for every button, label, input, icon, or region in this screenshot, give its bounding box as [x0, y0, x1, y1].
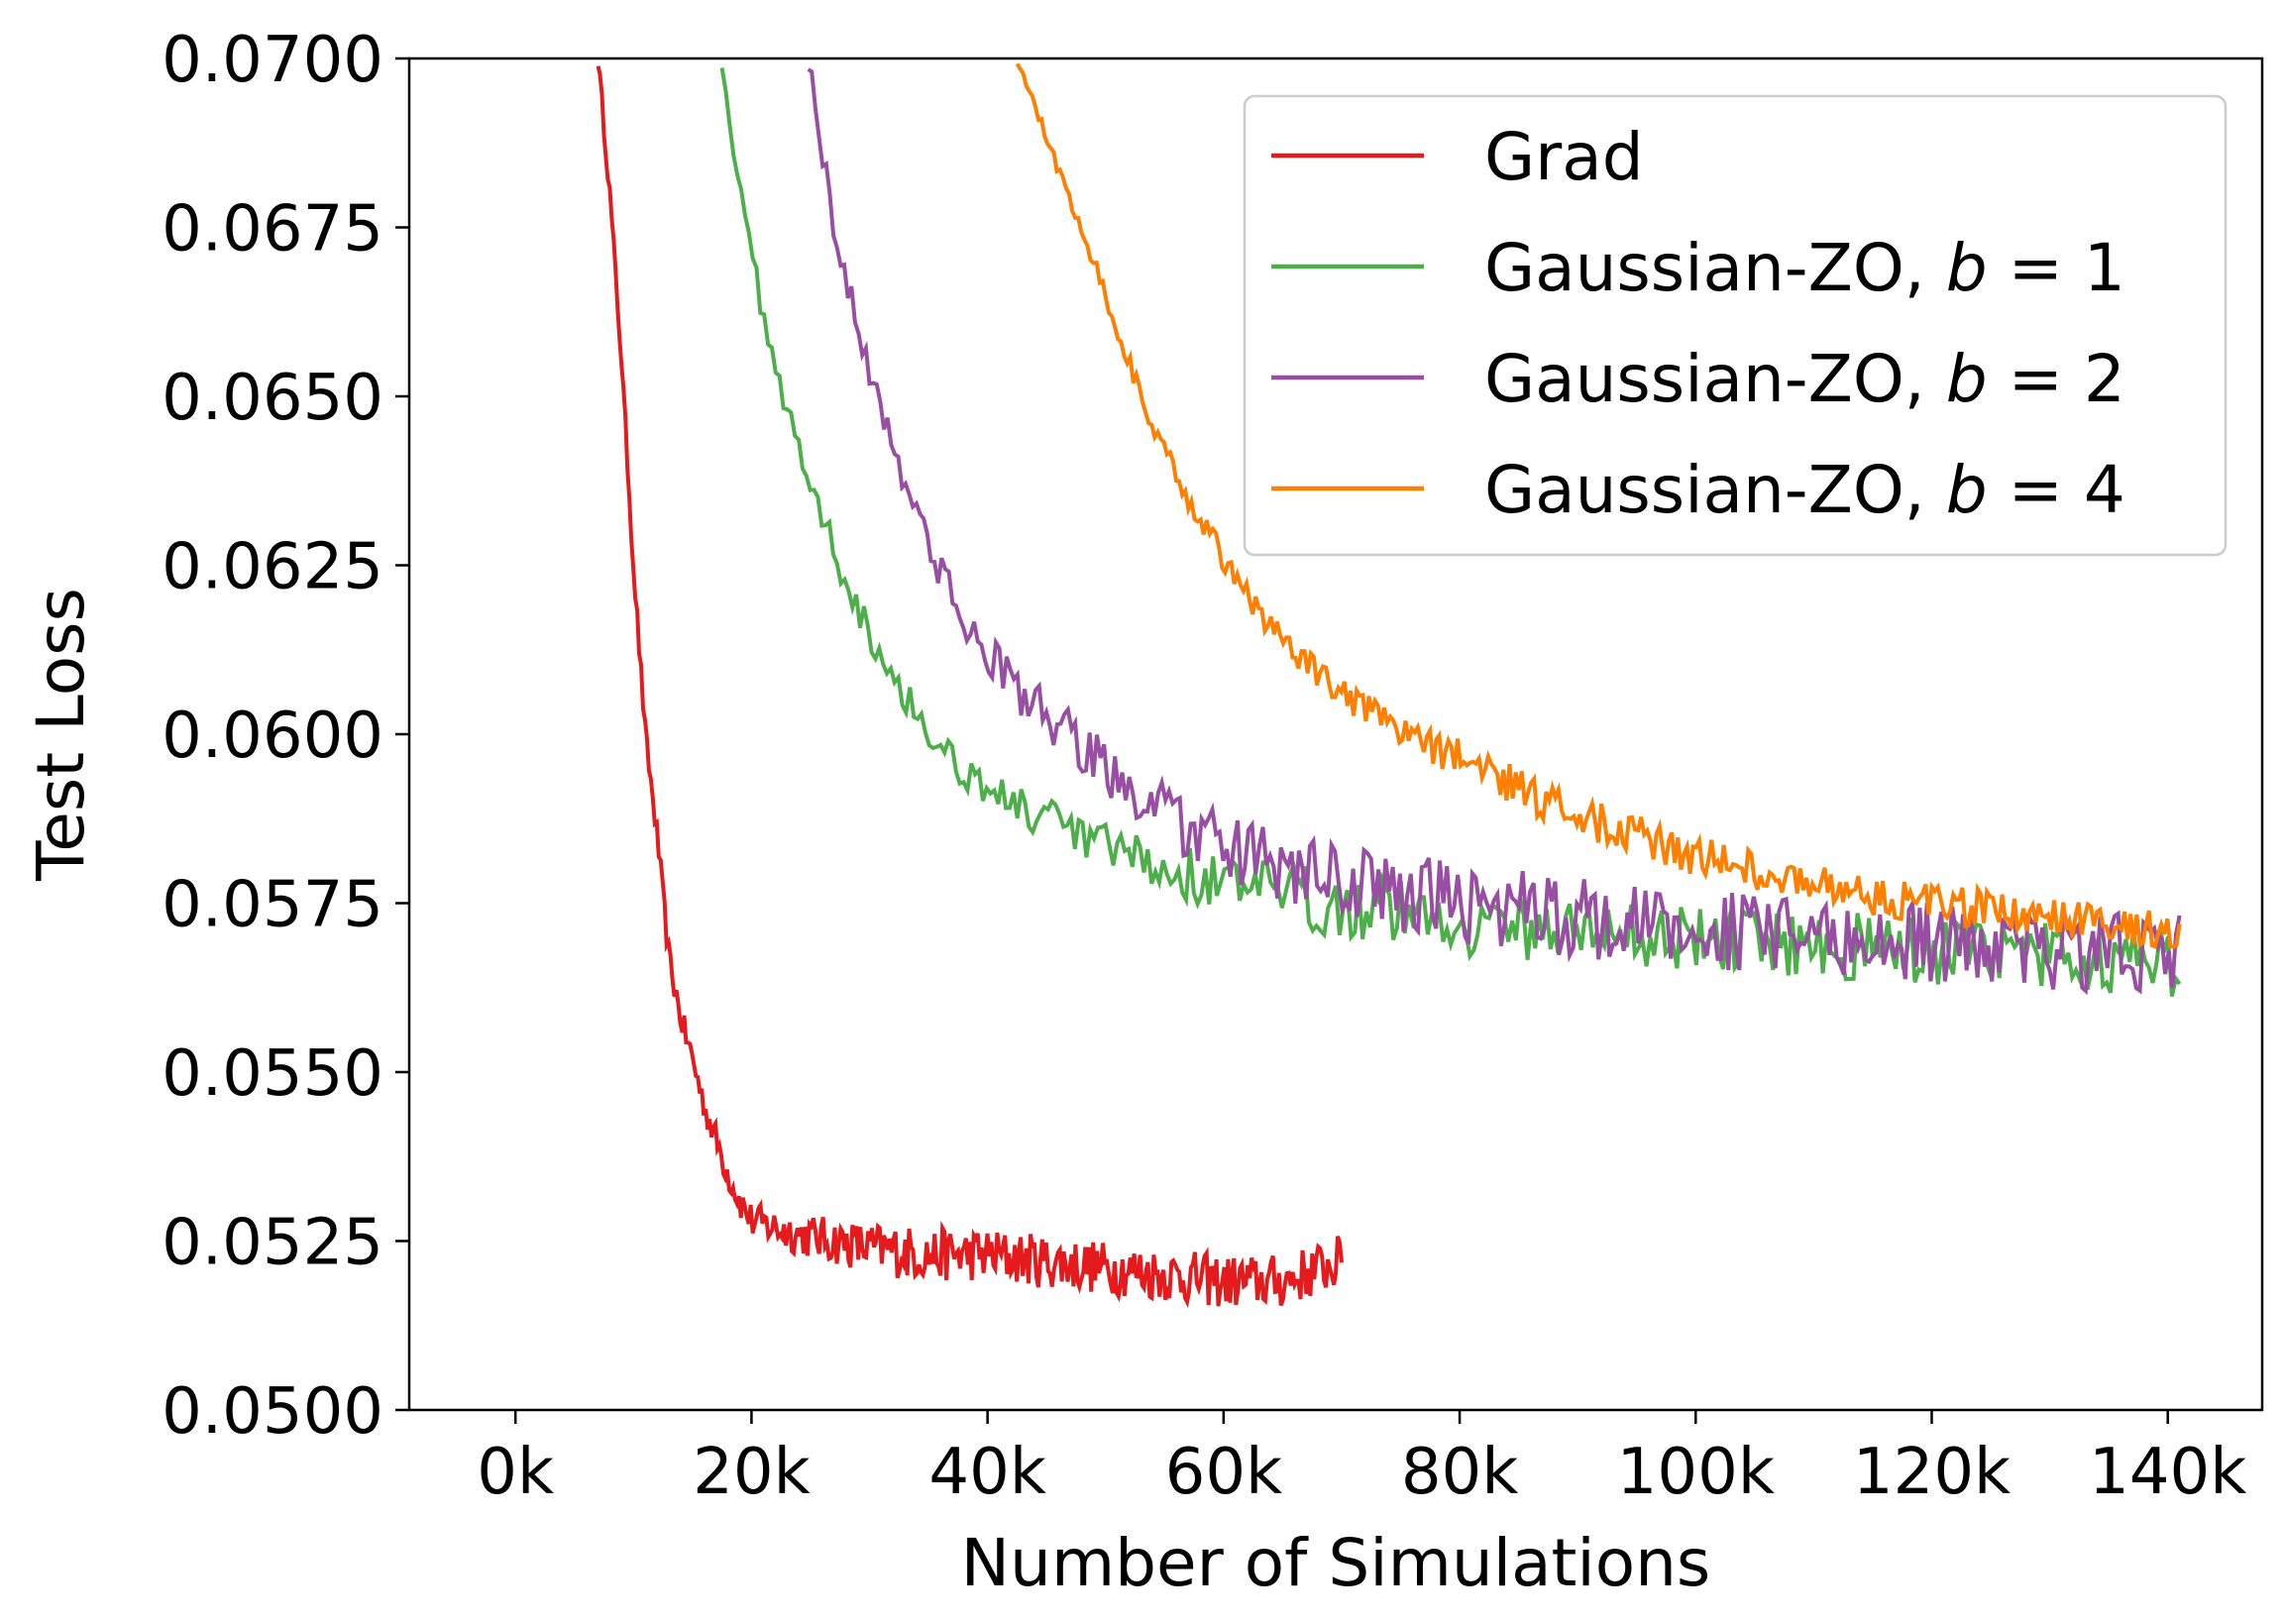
legend-label-var: b [1946, 230, 1988, 306]
x-tick-label: 120k [1853, 1436, 2011, 1509]
x-tick-label: 40k [928, 1436, 1046, 1509]
series-layer [596, 62, 2182, 1308]
series-line [807, 67, 2182, 996]
y-tick-label: 0.0525 [162, 1207, 383, 1280]
x-tick-label: 0k [477, 1436, 554, 1509]
y-tick-label: 0.0550 [162, 1037, 383, 1111]
y-tick-label: 0.0700 [162, 24, 383, 97]
x-axis: 0k 20k 40k 60k 80k 100k 120k 140k [477, 1410, 2246, 1509]
legend-label-main: Grad [1484, 119, 1644, 195]
legend-label-rest: = 2 [1988, 341, 2125, 417]
x-tick-label: 100k [1617, 1436, 1775, 1509]
legend-label-var: b [1946, 341, 1988, 417]
legend-label: Grad [1484, 119, 1644, 195]
y-axis-title: Test Loss [23, 588, 99, 882]
series-line [596, 65, 1344, 1308]
x-tick-label: 60k [1165, 1436, 1283, 1509]
legend-label-rest: = 1 [1988, 230, 2125, 306]
y-axis: 0.0500 0.0525 0.0550 0.0575 0.0600 0.0625 0.06… [162, 24, 409, 1449]
legend-label-main: Gaussian-ZO, [1484, 230, 1946, 306]
series-line [719, 67, 2182, 998]
x-tick-label: 80k [1401, 1436, 1519, 1509]
x-tick-label: 20k [693, 1436, 811, 1509]
x-tick-label: 140k [2089, 1436, 2246, 1509]
legend-label-rest: = 4 [1988, 452, 2125, 528]
legend-label: Gaussian-ZO, b = 2 [1484, 341, 2125, 417]
y-tick-label: 0.0625 [162, 531, 383, 604]
y-tick-label: 0.0500 [162, 1375, 383, 1449]
legend-label-var: b [1946, 452, 1988, 528]
y-tick-label: 0.0600 [162, 700, 383, 773]
x-axis-title: Number of Simulations [961, 1525, 1711, 1601]
legend-label: Gaussian-ZO, b = 1 [1484, 230, 2125, 306]
y-tick-label: 0.0650 [162, 362, 383, 435]
y-tick-label: 0.0675 [162, 193, 383, 267]
legend-label: Gaussian-ZO, b = 4 [1484, 452, 2125, 528]
legend-label-main: Gaussian-ZO, [1484, 452, 1946, 528]
y-tick-label: 0.0575 [162, 869, 383, 942]
series-line [1015, 62, 2182, 950]
legend-box [1243, 94, 2228, 557]
legend-label-main: Gaussian-ZO, [1484, 341, 1946, 417]
